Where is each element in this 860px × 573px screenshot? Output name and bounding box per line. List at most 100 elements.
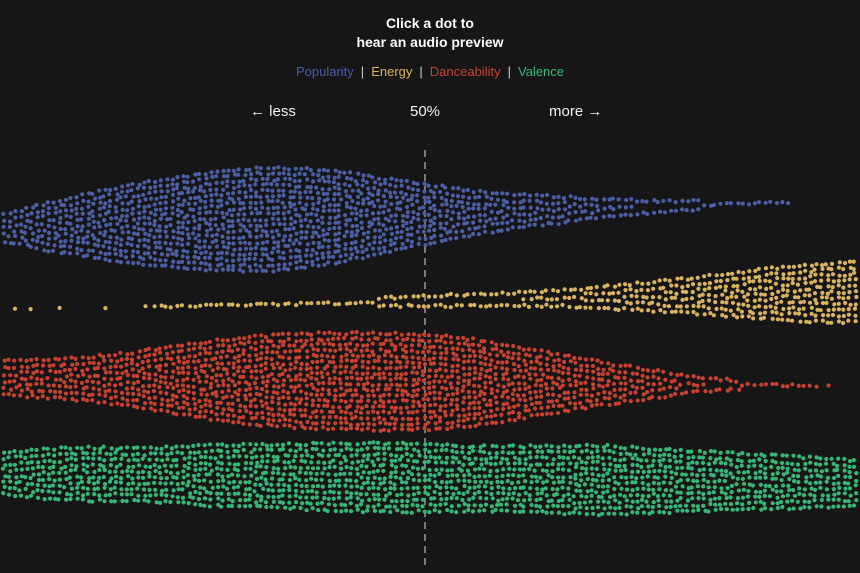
song-dot[interactable] xyxy=(113,491,118,496)
song-dot[interactable] xyxy=(30,466,35,471)
song-dot[interactable] xyxy=(344,204,349,209)
song-dot[interactable] xyxy=(316,508,321,513)
song-dot[interactable] xyxy=(445,490,450,495)
song-dot[interactable] xyxy=(448,229,453,234)
song-dot[interactable] xyxy=(579,493,584,499)
song-dot[interactable] xyxy=(293,377,298,382)
song-dot[interactable] xyxy=(641,294,646,299)
song-dot[interactable] xyxy=(392,296,397,301)
song-dot[interactable] xyxy=(159,451,164,456)
song-dot[interactable] xyxy=(372,417,377,422)
song-dot[interactable] xyxy=(691,309,696,315)
song-dot[interactable] xyxy=(560,302,565,307)
song-dot[interactable] xyxy=(505,227,510,232)
song-dot[interactable] xyxy=(527,493,532,498)
song-dot[interactable] xyxy=(243,504,248,509)
song-dot[interactable] xyxy=(367,224,372,229)
song-dot[interactable] xyxy=(81,450,86,455)
song-dot[interactable] xyxy=(170,393,175,398)
song-dot[interactable] xyxy=(517,304,522,309)
song-dot[interactable] xyxy=(359,463,364,469)
song-dot[interactable] xyxy=(518,200,523,205)
song-dot[interactable] xyxy=(348,301,353,306)
song-dot[interactable] xyxy=(148,210,153,215)
song-dot[interactable] xyxy=(398,476,403,481)
song-dot[interactable] xyxy=(461,188,466,193)
song-dot[interactable] xyxy=(695,275,700,280)
song-dot[interactable] xyxy=(496,484,501,490)
song-dot[interactable] xyxy=(294,339,299,344)
song-dot[interactable] xyxy=(136,226,142,232)
song-dot[interactable] xyxy=(583,202,588,207)
song-dot[interactable] xyxy=(679,309,684,314)
song-dot[interactable] xyxy=(465,489,470,495)
song-dot[interactable] xyxy=(53,377,59,382)
song-dot[interactable] xyxy=(377,404,382,409)
song-dot[interactable] xyxy=(701,491,706,496)
song-dot[interactable] xyxy=(19,209,24,214)
song-dot[interactable] xyxy=(746,464,751,469)
song-dot[interactable] xyxy=(46,472,51,477)
song-dot[interactable] xyxy=(602,197,607,202)
song-dot[interactable] xyxy=(706,306,711,311)
song-dot[interactable] xyxy=(287,356,292,361)
song-dot[interactable] xyxy=(415,409,420,414)
song-dot[interactable] xyxy=(438,225,443,230)
song-dot[interactable] xyxy=(218,400,223,405)
song-dot[interactable] xyxy=(226,474,231,479)
song-dot[interactable] xyxy=(107,469,112,474)
song-dot[interactable] xyxy=(540,468,545,473)
song-dot[interactable] xyxy=(25,482,30,487)
song-dot[interactable] xyxy=(305,195,310,200)
song-dot[interactable] xyxy=(242,358,247,363)
song-dot[interactable] xyxy=(372,252,377,257)
song-dot[interactable] xyxy=(720,313,725,318)
song-dot[interactable] xyxy=(409,219,414,225)
song-dot[interactable] xyxy=(271,494,276,500)
song-dot[interactable] xyxy=(226,497,231,502)
song-dot[interactable] xyxy=(163,499,168,504)
song-dot[interactable] xyxy=(79,446,84,451)
song-dot[interactable] xyxy=(460,348,465,353)
song-dot[interactable] xyxy=(360,364,365,369)
song-dot[interactable] xyxy=(449,468,454,473)
song-dot[interactable] xyxy=(254,268,259,273)
song-dot[interactable] xyxy=(208,251,213,256)
song-dot[interactable] xyxy=(736,452,741,457)
song-dot[interactable] xyxy=(23,377,28,382)
song-dot[interactable] xyxy=(276,384,281,389)
song-dot[interactable] xyxy=(493,376,498,382)
song-dot[interactable] xyxy=(315,388,320,393)
song-dot[interactable] xyxy=(841,313,846,319)
song-dot[interactable] xyxy=(444,346,449,352)
song-dot[interactable] xyxy=(510,356,515,361)
song-dot[interactable] xyxy=(343,189,348,194)
song-dot[interactable] xyxy=(221,187,226,192)
song-dot[interactable] xyxy=(298,195,303,200)
song-dot[interactable] xyxy=(293,219,298,224)
song-dot[interactable] xyxy=(186,201,191,206)
song-dot[interactable] xyxy=(118,242,123,247)
song-dot[interactable] xyxy=(420,373,425,378)
song-dot[interactable] xyxy=(56,497,61,502)
song-dot[interactable] xyxy=(590,505,595,511)
song-dot[interactable] xyxy=(171,199,176,204)
song-dot[interactable] xyxy=(803,280,808,286)
song-dot[interactable] xyxy=(203,461,208,466)
song-dot[interactable] xyxy=(219,250,224,255)
song-dot[interactable] xyxy=(13,215,18,220)
song-dot[interactable] xyxy=(398,200,403,205)
song-dot[interactable] xyxy=(157,224,162,229)
song-dot[interactable] xyxy=(124,362,129,367)
song-dot[interactable] xyxy=(242,253,247,258)
song-dot[interactable] xyxy=(165,398,170,403)
song-dot[interactable] xyxy=(740,507,745,512)
song-dot[interactable] xyxy=(2,218,7,223)
song-dot[interactable] xyxy=(545,297,550,302)
song-dot[interactable] xyxy=(798,270,803,275)
song-dot[interactable] xyxy=(320,374,325,380)
song-dot[interactable] xyxy=(288,195,293,200)
song-dot[interactable] xyxy=(265,188,270,193)
song-dot[interactable] xyxy=(204,302,209,307)
song-dot[interactable] xyxy=(426,183,431,188)
